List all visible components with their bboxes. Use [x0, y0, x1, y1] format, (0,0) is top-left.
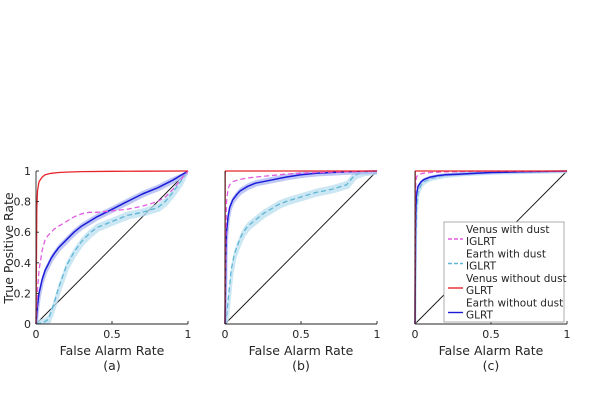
earth_dust-roc-line: [224, 170, 378, 325]
panel-caption: (a): [103, 358, 120, 373]
panel-b: 0 0.5 1 False Alarm Rate(b): [222, 170, 381, 373]
y-tick-label: 1: [24, 165, 31, 178]
legend-label: Venus with dust: [466, 224, 549, 236]
panel-caption: (c): [483, 358, 500, 373]
legend-label: Venus without dust: [466, 273, 567, 285]
earth_dust-confidence-band: [36, 171, 188, 324]
legend-label: Earth without dust: [466, 298, 563, 310]
venus_clear-roc-line: [35, 170, 189, 325]
earth_clear-roc-line: [35, 170, 189, 325]
y-tick-label: 0: [24, 318, 31, 331]
x-tick-label: 0.5: [292, 328, 310, 341]
earth_dust-roc-line: [35, 170, 189, 325]
panel-caption: (b): [292, 358, 310, 373]
x-axis-label: False Alarm Rate: [439, 343, 544, 358]
legend-label: Earth with dust: [466, 249, 546, 261]
legend-box: [443, 221, 565, 323]
venus_dust-roc-line: [414, 170, 568, 325]
x-tick-label: 1: [564, 328, 571, 341]
x-tick-label: 0.5: [103, 328, 121, 341]
panel-c: 0 0.5 1 False Alarm Rate(c): [412, 170, 571, 373]
y-tick-label: 0.2: [14, 287, 32, 300]
y-axis-label: True Positive Rate: [1, 192, 16, 305]
x-axis-label: False Alarm Rate: [60, 343, 165, 358]
earth_clear-roc-line: [414, 170, 568, 325]
venus_dust-roc-line: [224, 170, 378, 325]
y-tick-label: 0.6: [14, 226, 32, 239]
x-tick-label: 0: [222, 328, 229, 341]
x-tick-label: 0.5: [482, 328, 500, 341]
y-tick-label: 0.8: [14, 196, 32, 209]
chance-diagonal: [224, 170, 378, 325]
venus_dust-roc-line: [35, 170, 189, 325]
x-tick-label: 1: [185, 328, 192, 341]
x-axis-label: False Alarm Rate: [249, 343, 354, 358]
earth_clear-roc-line: [224, 170, 378, 325]
y-tick-label: 0.4: [14, 257, 32, 270]
x-tick-label: 0: [33, 328, 40, 341]
x-tick-label: 0: [412, 328, 419, 341]
panel-a: 0 0.5 1 0 0.2 0.4 0.6 0.8 1 False Alarm Rate(a): [14, 165, 192, 373]
legend-sublabel: GLRT: [466, 310, 494, 322]
legend-sublabel: GLRT: [466, 285, 494, 297]
x-tick-label: 1: [374, 328, 381, 341]
legend-sublabel: IGLRT: [466, 261, 497, 273]
chance-diagonal: [35, 170, 189, 325]
legend-sublabel: IGLRT: [466, 236, 497, 248]
